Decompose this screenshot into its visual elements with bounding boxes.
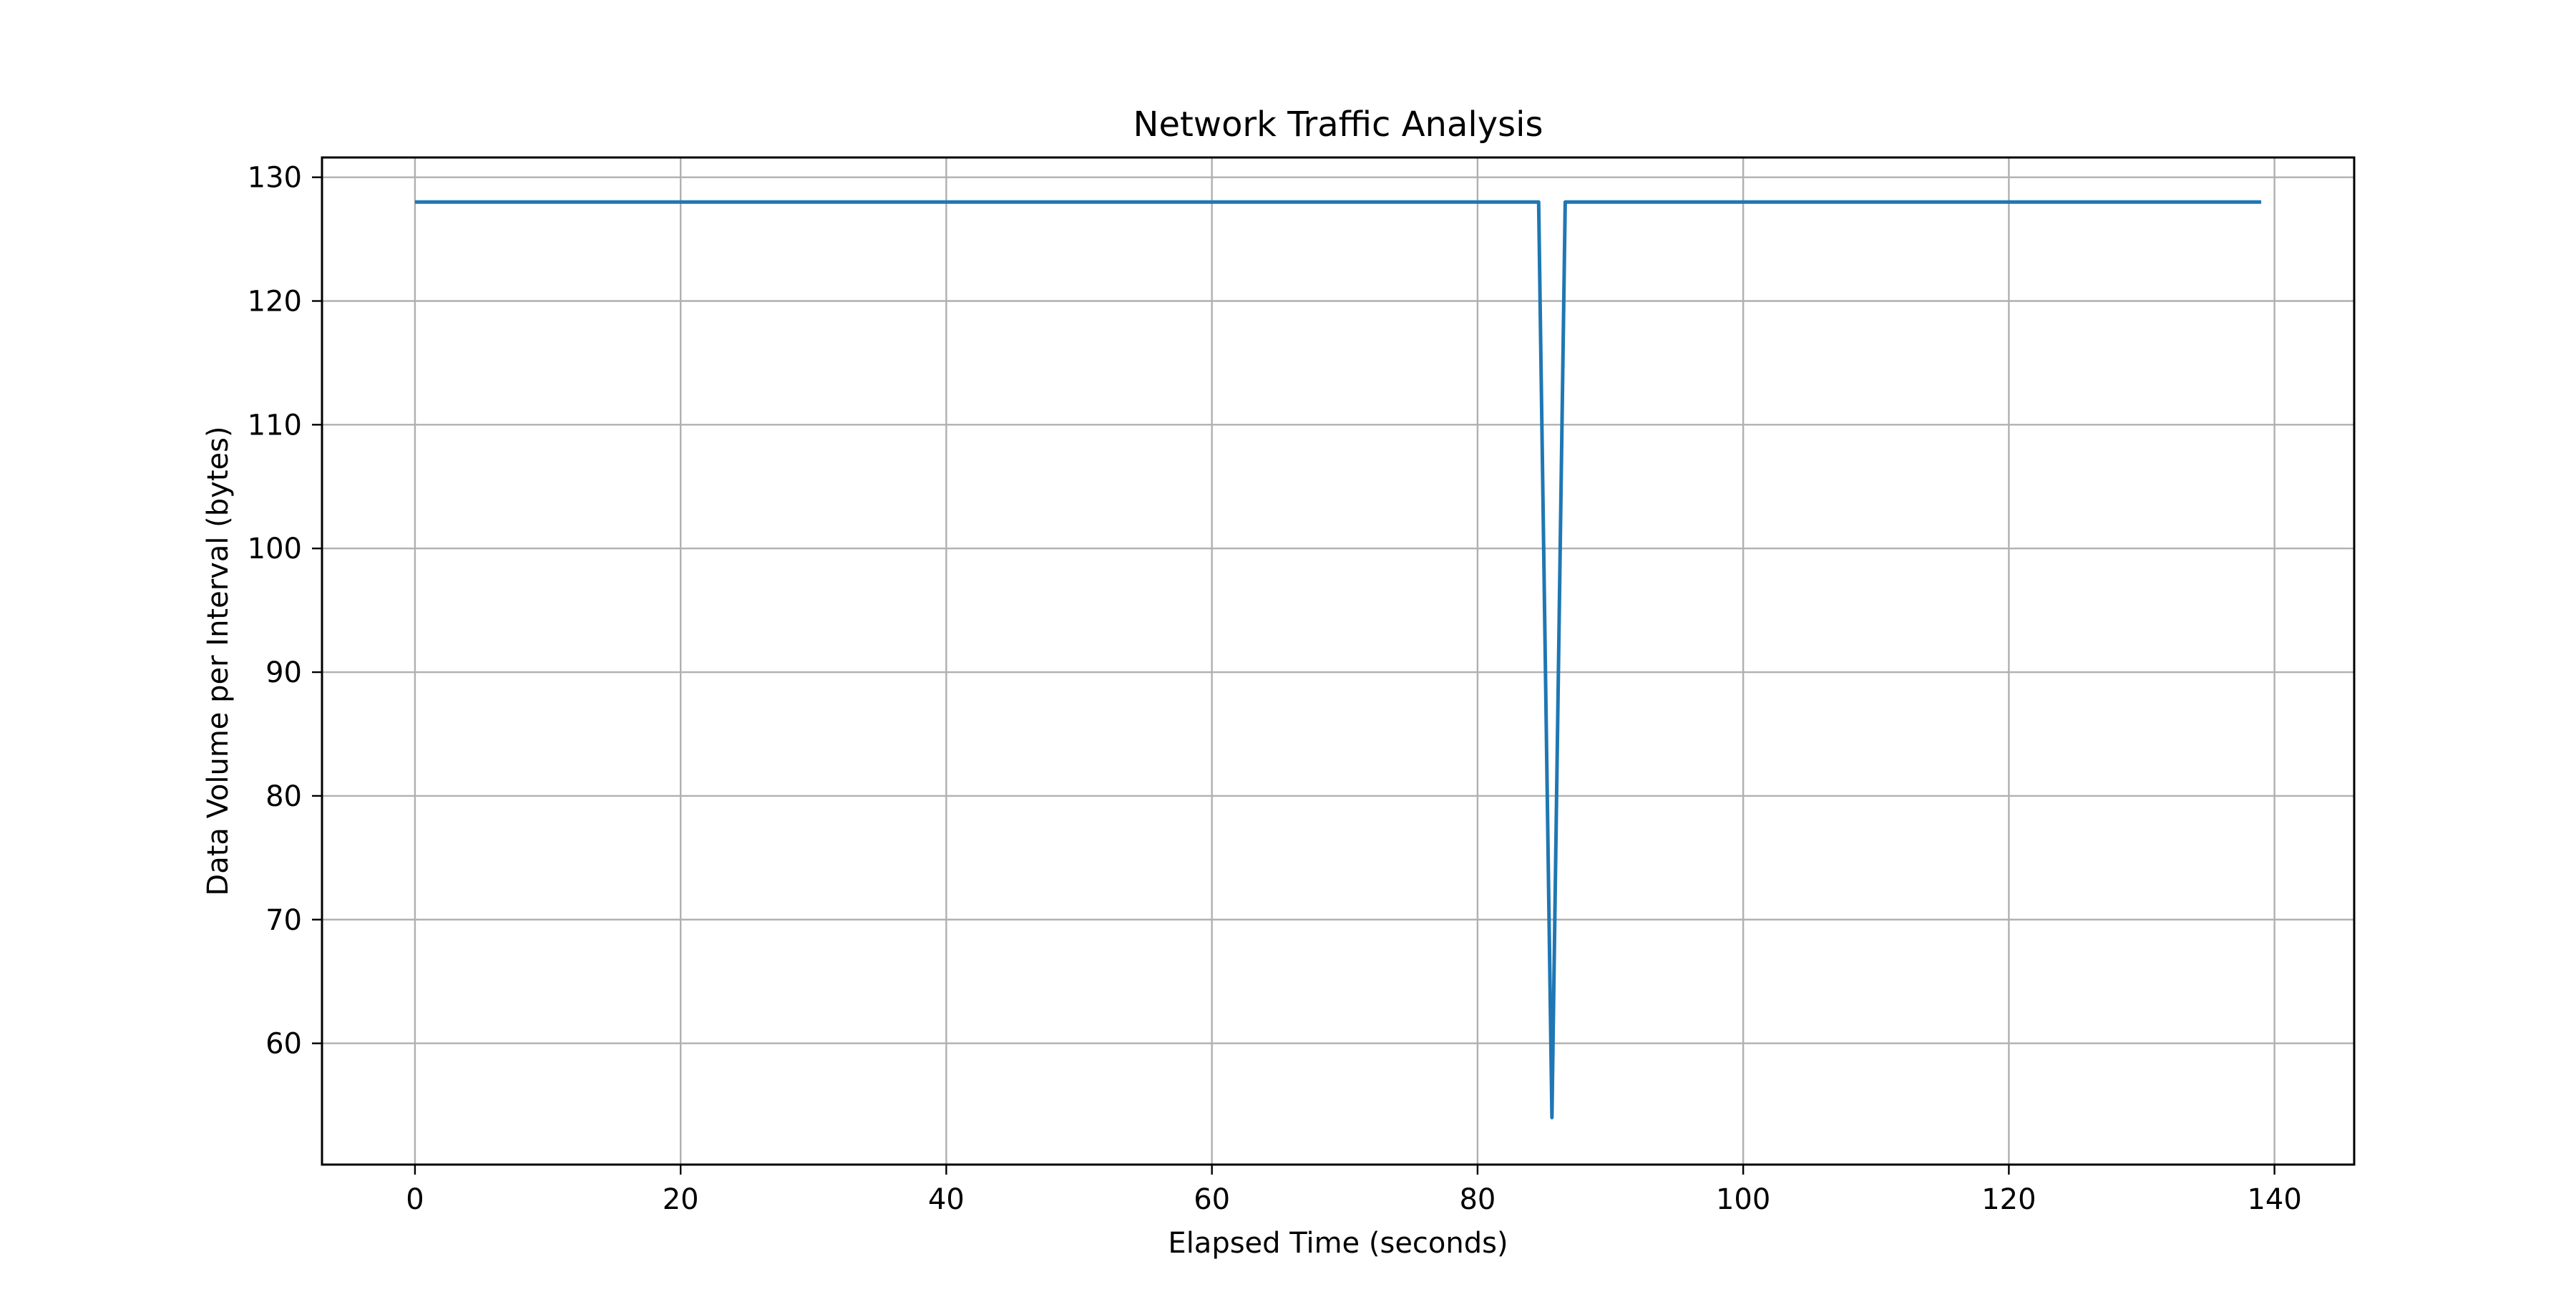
series-line-0: [414, 200, 2262, 1119]
y-tick-label: 110: [248, 409, 302, 442]
series-layer: [414, 200, 2262, 1119]
plot-frame: [321, 156, 2356, 1166]
x-tick-label: 0: [406, 1183, 424, 1216]
x-tick-label: 80: [1459, 1183, 1496, 1216]
y-tick-label: 60: [265, 1028, 302, 1061]
grid: [322, 157, 2354, 1165]
x-tick-label: 40: [928, 1183, 965, 1216]
y-tick-label: 100: [248, 533, 302, 565]
ticks: 0 20 40 60 80 100 120 140 60 70 80 90 100 110 120 130: [248, 162, 2302, 1216]
x-tick-label: 100: [1716, 1183, 1770, 1216]
y-tick-label: 120: [248, 286, 302, 319]
y-axis-label: Data Volume per Interval (bytes): [202, 426, 235, 895]
y-tick-label: 130: [248, 162, 302, 195]
x-tick-label: 140: [2247, 1183, 2301, 1216]
x-tick-label: 60: [1194, 1183, 1230, 1216]
y-tick-label: 70: [265, 904, 302, 937]
y-tick-label: 80: [265, 780, 302, 813]
y-tick-label: 90: [265, 656, 302, 689]
x-axis-label: Elapsed Time (seconds): [1168, 1227, 1508, 1260]
x-tick-label: 120: [1981, 1183, 2036, 1216]
chart-title: Network Traffic Analysis: [1133, 105, 1543, 145]
x-tick-label: 20: [663, 1183, 699, 1216]
